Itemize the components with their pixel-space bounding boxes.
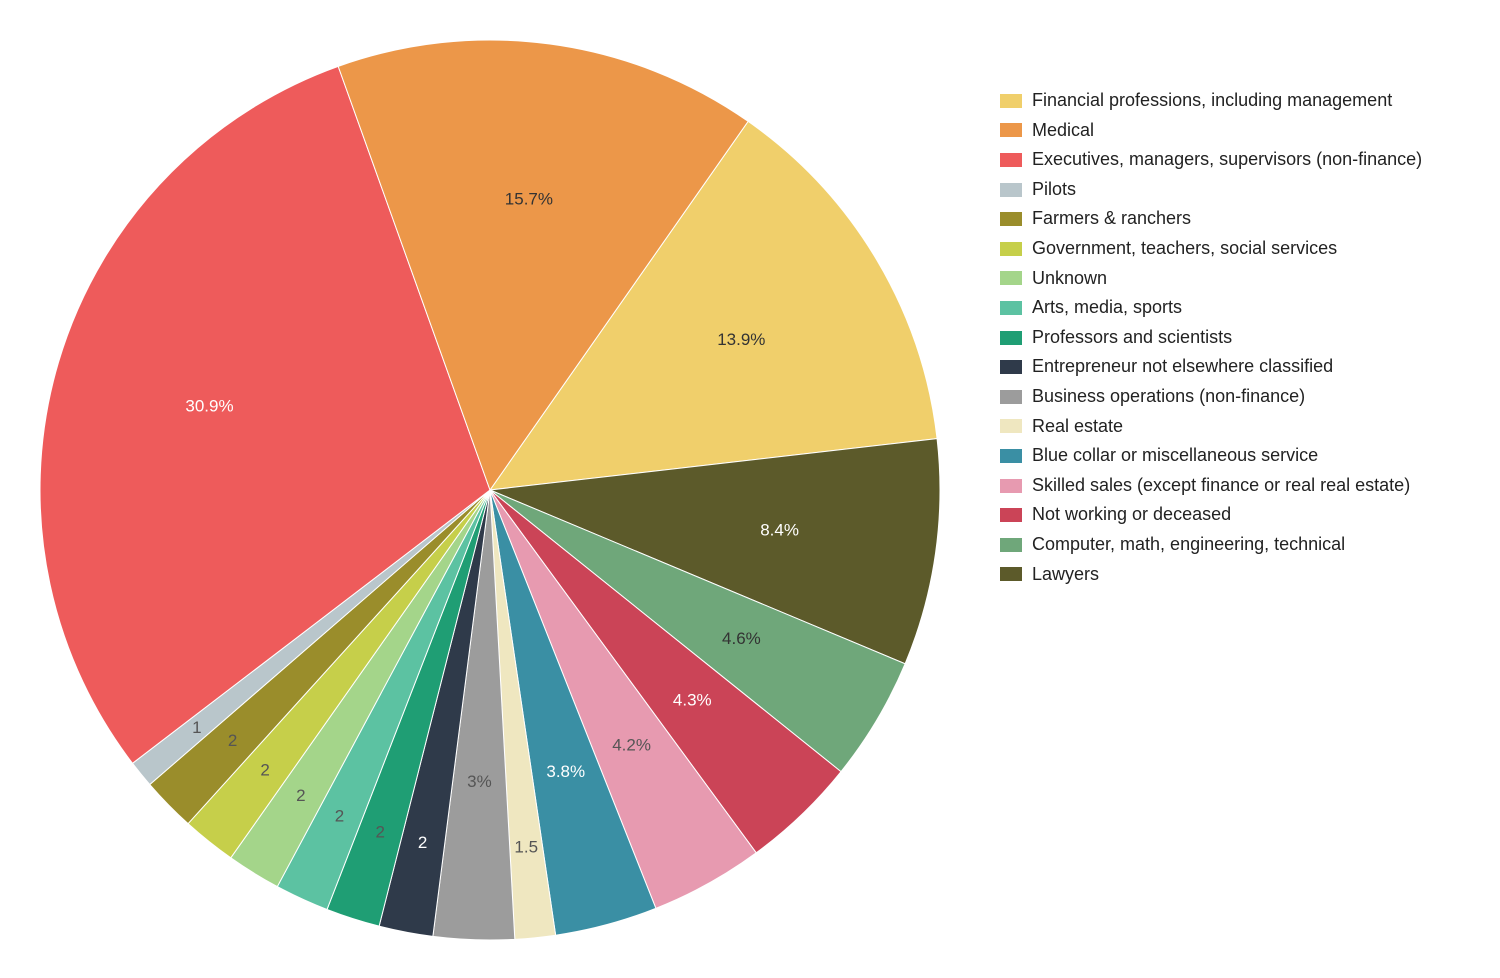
legend-label: Arts, media, sports (1032, 297, 1182, 319)
legend-swatch (1000, 242, 1022, 256)
slice-label: 4.3% (673, 691, 712, 710)
slice-label: 4.2% (612, 735, 651, 754)
legend-swatch (1000, 567, 1022, 581)
legend-label: Professors and scientists (1032, 327, 1232, 349)
slice-label: 2 (296, 786, 305, 805)
slice-label: 15.7% (505, 190, 553, 209)
legend-item: Government, teachers, social services (1000, 238, 1470, 260)
legend-swatch (1000, 301, 1022, 315)
slice-label: 4.6% (722, 629, 761, 648)
legend-item: Entrepreneur not elsewhere classified (1000, 356, 1470, 378)
legend: Financial professions, including managem… (1000, 90, 1470, 593)
legend-item: Unknown (1000, 268, 1470, 290)
legend-swatch (1000, 212, 1022, 226)
legend-item: Professors and scientists (1000, 327, 1470, 349)
legend-swatch (1000, 94, 1022, 108)
legend-swatch (1000, 123, 1022, 137)
legend-label: Unknown (1032, 268, 1107, 290)
legend-swatch (1000, 183, 1022, 197)
legend-swatch (1000, 479, 1022, 493)
legend-item: Pilots (1000, 179, 1470, 201)
slice-label: 1.5 (514, 838, 538, 857)
legend-item: Executives, managers, supervisors (non-f… (1000, 149, 1470, 171)
legend-label: Executives, managers, supervisors (non-f… (1032, 149, 1422, 171)
slice-label: 2 (260, 761, 269, 780)
legend-label: Financial professions, including managem… (1032, 90, 1392, 112)
legend-item: Business operations (non-finance) (1000, 386, 1470, 408)
legend-item: Not working or deceased (1000, 504, 1470, 526)
legend-label: Computer, math, engineering, technical (1032, 534, 1345, 556)
slice-label: 2 (335, 806, 344, 825)
legend-item: Financial professions, including managem… (1000, 90, 1470, 112)
slice-label: 2 (418, 833, 427, 852)
slice-label: 13.9% (717, 330, 765, 349)
legend-item: Skilled sales (except finance or real re… (1000, 475, 1470, 497)
legend-item: Computer, math, engineering, technical (1000, 534, 1470, 556)
slice-label: 3.8% (546, 762, 585, 781)
legend-label: Pilots (1032, 179, 1076, 201)
slice-label: 2 (376, 822, 385, 841)
legend-label: Skilled sales (except finance or real re… (1032, 475, 1410, 497)
legend-label: Not working or deceased (1032, 504, 1231, 526)
slice-label: 2 (228, 731, 237, 750)
legend-swatch (1000, 390, 1022, 404)
slice-label: 30.9% (185, 397, 233, 416)
legend-swatch (1000, 508, 1022, 522)
slice-label: 3% (467, 772, 492, 791)
legend-label: Farmers & ranchers (1032, 208, 1191, 230)
legend-label: Lawyers (1032, 564, 1099, 586)
legend-item: Blue collar or miscellaneous service (1000, 445, 1470, 467)
legend-item: Real estate (1000, 416, 1470, 438)
legend-swatch (1000, 360, 1022, 374)
legend-label: Business operations (non-finance) (1032, 386, 1305, 408)
legend-swatch (1000, 538, 1022, 552)
legend-label: Medical (1032, 120, 1094, 142)
pie-chart: 13.9% 8.4% 4.6% 4.3% 4.2% 3.8% 1.5 3% 2 2 2 2 2 2 1 30.… (20, 20, 960, 960)
legend-item: Farmers & ranchers (1000, 208, 1470, 230)
legend-swatch (1000, 331, 1022, 345)
legend-item: Arts, media, sports (1000, 297, 1470, 319)
legend-swatch (1000, 153, 1022, 167)
chart-container: 13.9% 8.4% 4.6% 4.3% 4.2% 3.8% 1.5 3% 2 2 2 2 2 2 1 30.… (0, 0, 1500, 978)
slice-label: 8.4% (760, 521, 799, 540)
legend-item: Medical (1000, 120, 1470, 142)
legend-swatch (1000, 271, 1022, 285)
legend-label: Entrepreneur not elsewhere classified (1032, 356, 1333, 378)
legend-swatch (1000, 419, 1022, 433)
legend-label: Blue collar or miscellaneous service (1032, 445, 1318, 467)
legend-item: Lawyers (1000, 564, 1470, 586)
legend-swatch (1000, 449, 1022, 463)
legend-label: Government, teachers, social services (1032, 238, 1337, 260)
legend-label: Real estate (1032, 416, 1123, 438)
slice-label: 1 (192, 718, 201, 737)
